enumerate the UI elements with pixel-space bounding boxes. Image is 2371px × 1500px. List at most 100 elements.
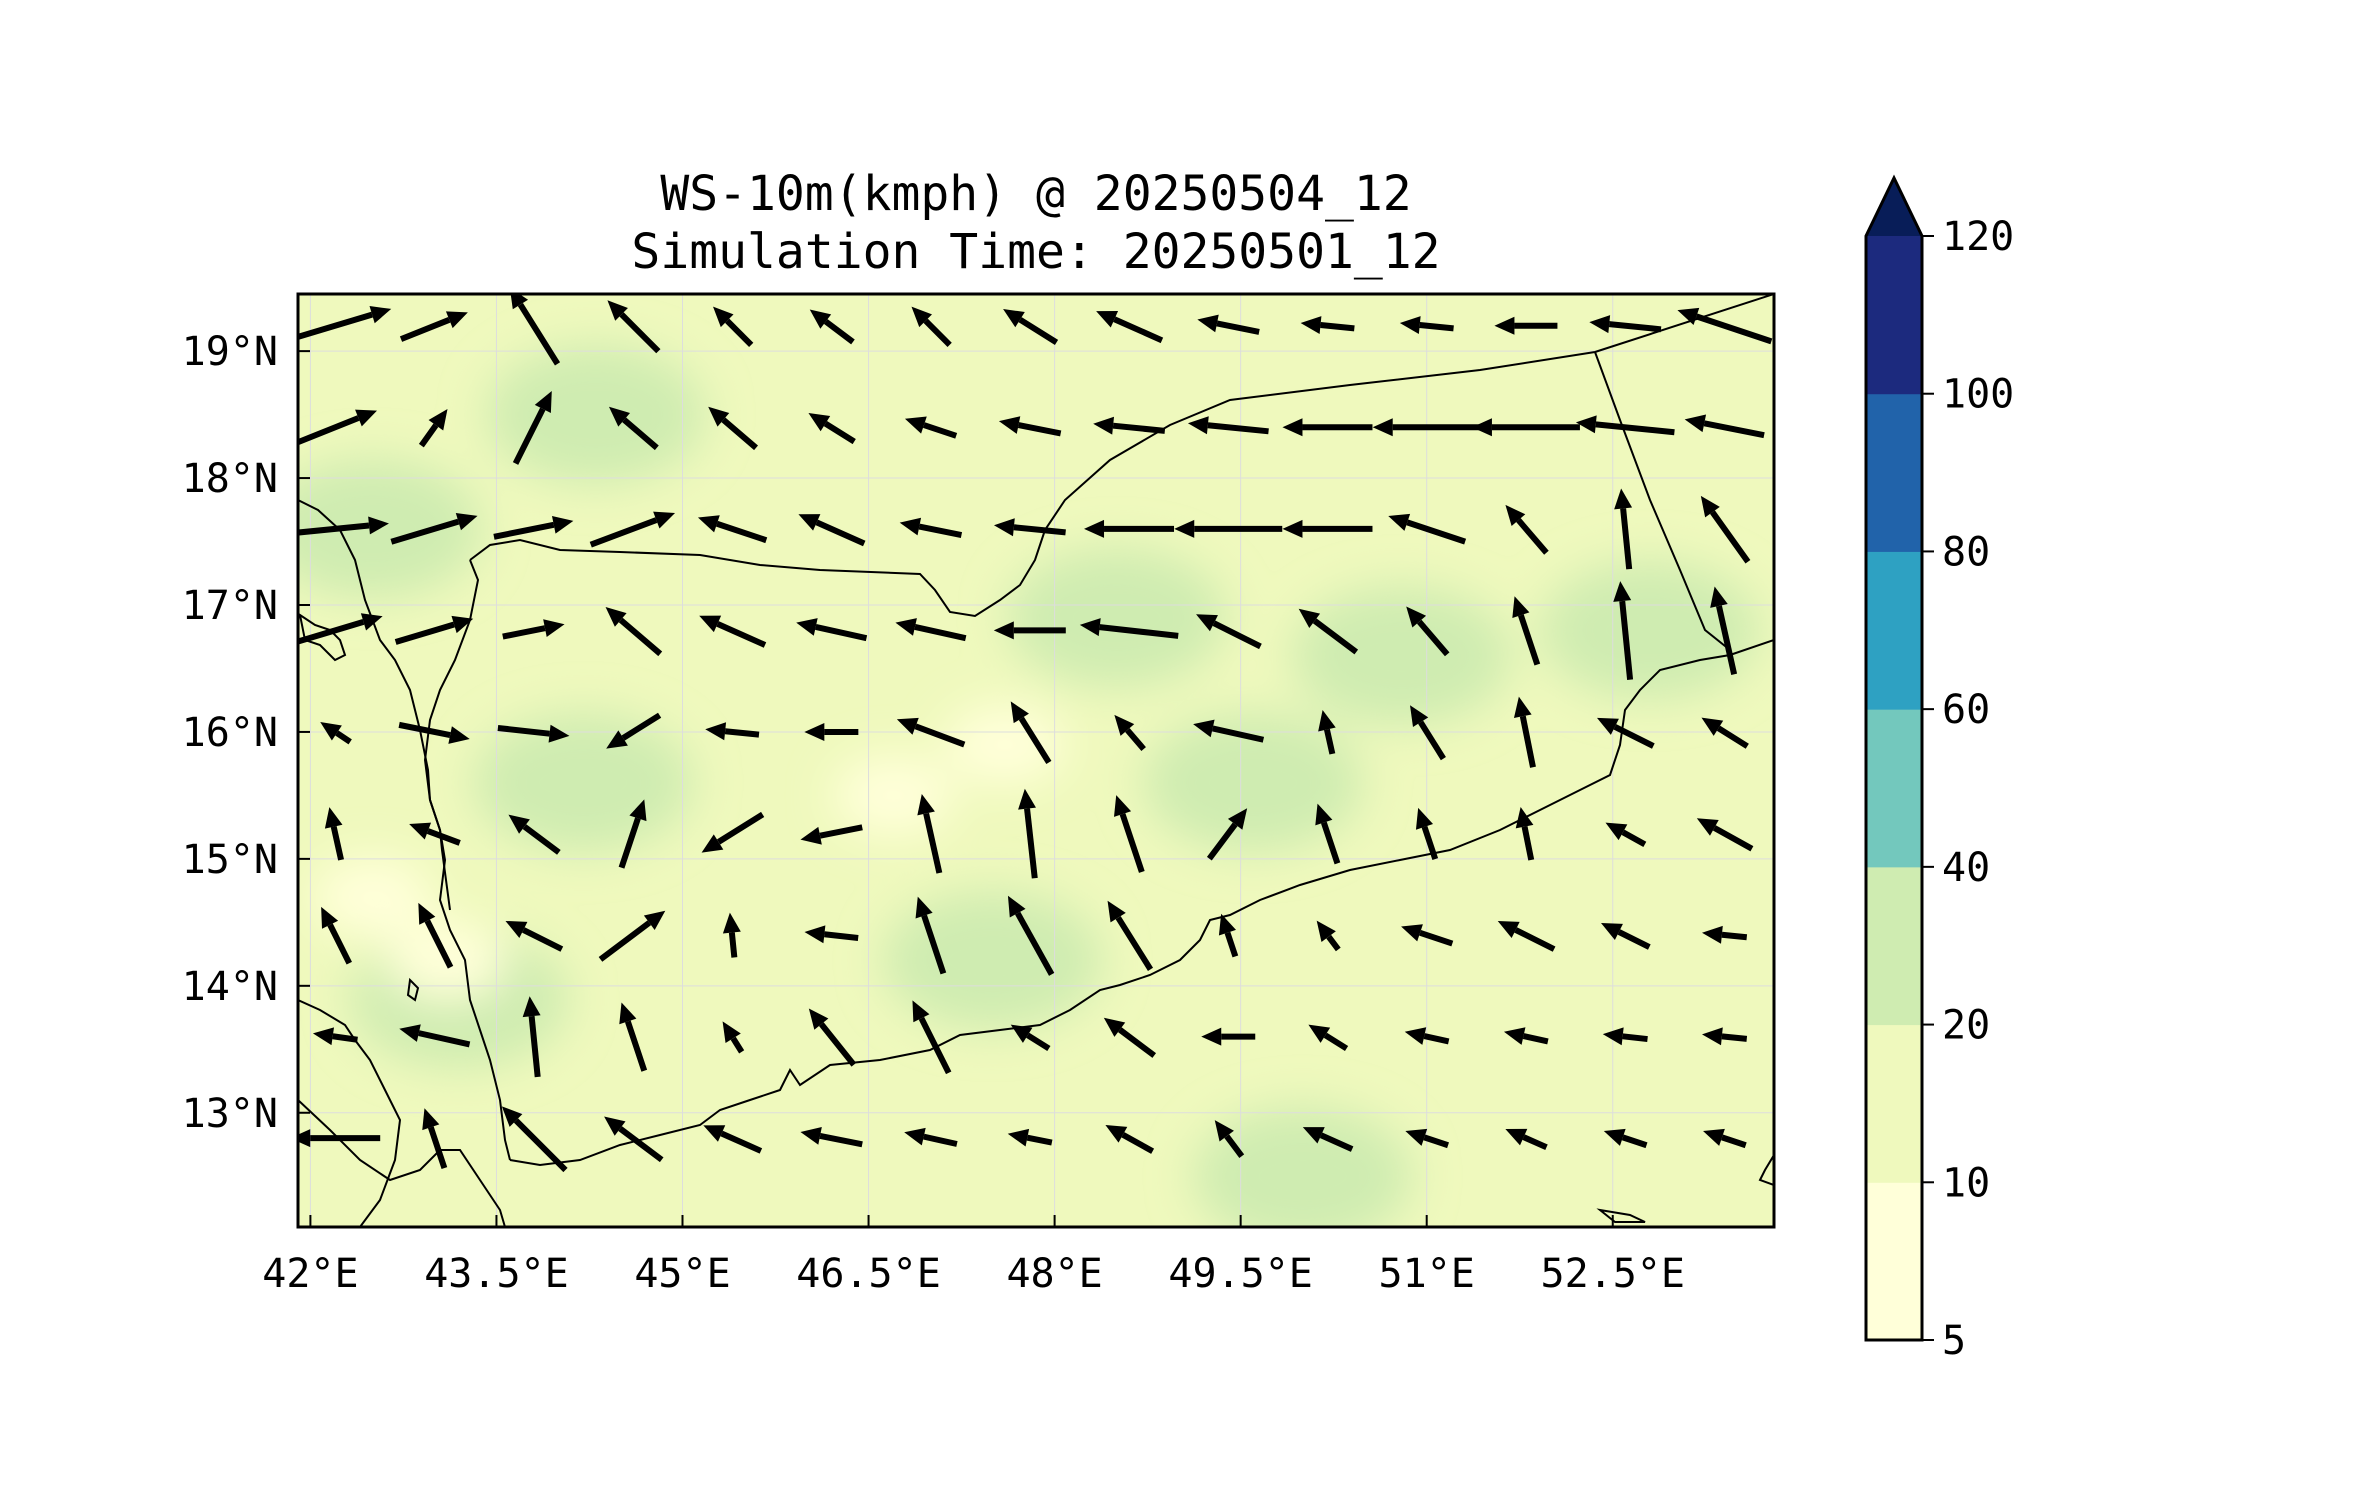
wind-arrow: [608, 406, 659, 451]
wind-arrow: [705, 722, 760, 741]
wind-arrow: [418, 408, 448, 448]
wind-arrow: [993, 621, 1066, 640]
wind-arrow: [493, 515, 574, 540]
socotra-tip: [1758, 1154, 1774, 1186]
wind-arrow: [1308, 1024, 1349, 1052]
wind-arrow: [1316, 920, 1341, 952]
wind-arrow: [896, 717, 966, 748]
colorbar-tick-label: 20: [1942, 1003, 1990, 1049]
colorbar-outline: [1864, 174, 1924, 1342]
wind-arrow: [1503, 1027, 1549, 1045]
wind-arrow: [1079, 618, 1179, 639]
wind-speed-patch: [298, 458, 483, 599]
wind-arrow: [904, 416, 958, 439]
wind-arrow: [1114, 795, 1145, 873]
wind-arrow: [1187, 416, 1269, 435]
wind-arrow: [1513, 696, 1536, 768]
wind-arrow: [1602, 1027, 1648, 1046]
wind-arrow: [904, 1127, 958, 1147]
wind-speed-patch: [1006, 547, 1227, 688]
colorbar-ticks: 5 10 20 40 60 80 100 120: [1922, 214, 2014, 1364]
lon-tick-label: 49.5°E: [1168, 1251, 1313, 1297]
djibouti-border: [298, 1099, 506, 1227]
wind-arrow: [298, 306, 392, 341]
wind-speed-patch: [882, 890, 1103, 1031]
lat-tick-label: 15°N: [182, 837, 278, 883]
wind-arrow: [298, 613, 383, 645]
colorbar-tick-label: 80: [1942, 529, 1990, 575]
wind-arrow: [1589, 315, 1662, 334]
wind-arrow: [697, 515, 768, 544]
wind-arrow: [1084, 519, 1175, 538]
wind-arrow: [510, 294, 561, 366]
yemen-oman-border: [1594, 351, 1731, 651]
wind-arrow: [917, 793, 943, 874]
wind-arrow: [993, 518, 1066, 537]
colorbar-tick-label: 40: [1942, 845, 1990, 891]
wind-arrow: [713, 306, 754, 347]
map-frame: [296, 292, 1776, 1229]
wind-arrow: [1093, 416, 1166, 435]
wind-arrow: [1575, 415, 1675, 436]
wind-arrow: [1282, 519, 1373, 538]
wind-arrow: [508, 814, 561, 855]
wind-arrow: [1494, 316, 1558, 335]
wind-arrow: [1388, 513, 1467, 545]
axis-ticks: 42°E 43.5°E 45°E 46.5°E 48°E 49.5°E 51°E 52.5°E…: [182, 329, 1685, 1297]
lon-tick-label: 46.5°E: [796, 1251, 941, 1297]
wind-arrow: [1018, 788, 1038, 879]
wind-arrow: [1696, 818, 1754, 852]
colorbar-segment: [1866, 866, 1922, 1026]
wind-arrow: [1007, 895, 1055, 976]
colorbar-segments: [1866, 236, 1922, 1341]
wind-arrow: [703, 1125, 763, 1154]
wind-arrow: [298, 409, 377, 446]
lon-tick-label: 51°E: [1379, 1251, 1475, 1297]
wind-arrow: [1302, 1127, 1354, 1152]
wind-vectors: [298, 294, 1773, 1173]
wind-arrow: [1103, 1017, 1157, 1058]
wind-arrow: [1701, 1027, 1748, 1046]
wind-arrow: [1007, 1128, 1053, 1147]
wind-arrow: [800, 824, 863, 845]
wind-arrow: [409, 822, 461, 846]
wind-arrow: [1404, 1027, 1450, 1045]
colorbar-tick-label: 5: [1942, 1318, 1966, 1364]
lon-tick-label: 43.5°E: [424, 1251, 569, 1297]
wind-arrow: [911, 306, 952, 347]
wind-arrow: [605, 606, 663, 657]
wind-arrow: [1710, 586, 1738, 675]
wind-arrow: [1614, 488, 1633, 570]
wind-arrow: [895, 618, 967, 642]
coastlines-and-borders: [298, 294, 1774, 1227]
wind-speed-patch: [473, 712, 694, 853]
colorbar: 5 10 20 40 60 80 100 120: [1864, 174, 2014, 1364]
lon-tick-label: 52.5°E: [1541, 1251, 1686, 1297]
wind-arrow: [394, 615, 474, 645]
colorbar-segment: [1866, 393, 1922, 552]
wind-arrow: [1603, 1128, 1648, 1149]
wind-arrow: [1601, 922, 1651, 950]
wind-arrow: [604, 1116, 664, 1163]
wind-arrow: [418, 902, 454, 969]
wind-arrow: [1471, 418, 1580, 437]
wind-arrow: [1196, 614, 1262, 650]
wind-arrow: [422, 1108, 448, 1169]
wind-arrow: [1003, 309, 1059, 345]
horn-of-africa-coast: [298, 999, 402, 1227]
wind-arrow: [320, 721, 352, 745]
wind-arrow: [1096, 311, 1164, 344]
wind-arrow: [796, 618, 868, 642]
wind-arrow: [1505, 1128, 1548, 1151]
lat-tick-label: 13°N: [182, 1091, 278, 1137]
wind-arrow: [321, 906, 352, 965]
wind-arrow: [589, 511, 676, 548]
farasan-islands: [298, 612, 347, 662]
wind-arrow: [399, 1024, 471, 1048]
lon-tick-label: 48°E: [1006, 1251, 1102, 1297]
wind-arrow: [1282, 418, 1373, 437]
wind-arrow: [1605, 822, 1647, 848]
wind-speed-patch: [485, 344, 706, 485]
wind-arrow: [1218, 913, 1239, 958]
